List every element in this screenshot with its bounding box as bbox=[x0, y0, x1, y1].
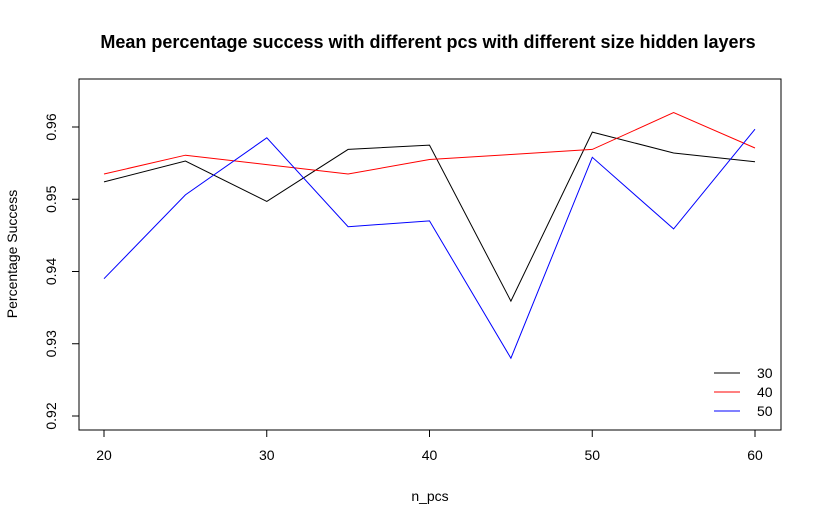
legend-label: 40 bbox=[757, 384, 773, 400]
legend: 30 40 50 bbox=[714, 365, 773, 419]
series-group bbox=[103, 112, 756, 360]
y-tick-label: 0.95 bbox=[43, 185, 59, 212]
y-axis-label: Percentage Success bbox=[4, 190, 20, 318]
legend-label: 50 bbox=[757, 403, 773, 419]
y-tick-label: 0.92 bbox=[43, 402, 59, 429]
y-tick-label: 0.96 bbox=[43, 113, 59, 140]
x-tick-label: 20 bbox=[96, 447, 112, 463]
y-tick-label: 0.93 bbox=[43, 330, 59, 357]
y-tick-label: 0.94 bbox=[43, 258, 59, 285]
x-tick-label: 50 bbox=[584, 447, 600, 463]
x-tick-label: 40 bbox=[422, 447, 438, 463]
legend-label: 30 bbox=[757, 365, 773, 381]
series-line-40 bbox=[103, 112, 756, 175]
x-axis-label: n_pcs bbox=[411, 488, 448, 504]
series-line-30 bbox=[103, 131, 756, 303]
x-tick-label: 60 bbox=[747, 447, 763, 463]
chart-title: Mean percentage success with different p… bbox=[100, 32, 755, 52]
series-line-50 bbox=[103, 128, 756, 360]
x-tick-label: 30 bbox=[259, 447, 275, 463]
plot-frame bbox=[78, 78, 782, 431]
y-axis: 0.92 0.93 0.94 0.95 0.96 bbox=[43, 113, 80, 430]
x-axis: 20 30 40 50 60 bbox=[96, 429, 763, 463]
